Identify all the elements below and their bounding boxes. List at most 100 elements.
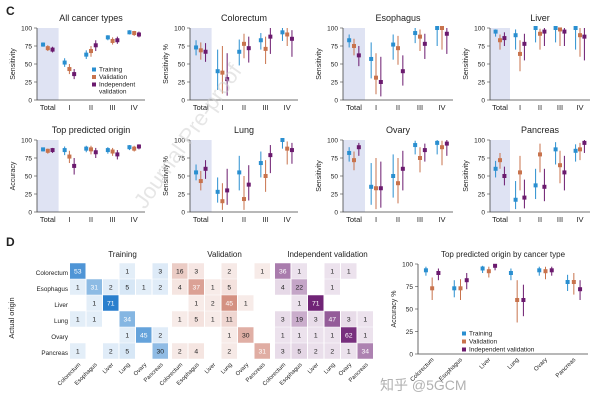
heatmap-cell-value: 45 — [225, 301, 233, 308]
heatmap-col-label-lung: Lung — [323, 362, 336, 375]
chart-title: Lung — [234, 125, 254, 135]
point-validation-total — [352, 158, 356, 163]
point-training-liver — [480, 266, 485, 271]
legend-swatch-validation — [92, 75, 96, 79]
point-validation-iv — [285, 32, 290, 37]
heatmap-col-label-lung: Lung — [118, 362, 131, 375]
point-independent-validation-i — [225, 77, 230, 82]
legend-swatch-training — [462, 331, 466, 336]
y-tick-label: 25 — [178, 191, 186, 198]
point-training-total — [347, 38, 352, 43]
heatmap-col-label-liver: Liver — [307, 362, 320, 375]
heatmap-cell — [119, 343, 135, 359]
heatmap-cell-value: 1 — [92, 301, 96, 308]
point-validation-i — [374, 186, 378, 191]
heatmap-cell-value: 1 — [178, 317, 182, 324]
heatmap-cell — [86, 279, 102, 295]
point-independent-validation-iv — [289, 148, 294, 153]
point-training-iv — [280, 138, 285, 142]
shade-total — [490, 28, 510, 100]
y-tick-label: 25 — [331, 79, 339, 86]
heatmap-cell-value: 4 — [194, 349, 198, 356]
heatmap-cell — [152, 327, 168, 343]
heatmap-cell-value: 4 — [281, 285, 285, 292]
heatmap-cell-value: 4 — [178, 285, 182, 292]
heatmap-cell — [238, 327, 254, 343]
heatmap-cell-value: 1 — [76, 285, 80, 292]
heatmap-cell — [188, 311, 204, 327]
y-tick-label: 25 — [331, 191, 339, 198]
point-validation-pancreas — [571, 280, 576, 284]
y-axis-label: Sensitivity — [463, 48, 470, 80]
heatmap-cell — [119, 279, 135, 295]
heatmap-cell — [324, 327, 340, 343]
x-tick-label: III — [417, 215, 423, 224]
heatmap-cell-value: 1 — [330, 333, 334, 340]
y-tick-label: 100 — [474, 25, 485, 32]
y-tick-label: 100 — [21, 25, 32, 32]
point-independent-validation-ii — [246, 182, 251, 187]
heatmap-cell — [152, 263, 168, 279]
heatmap-cell — [308, 311, 324, 327]
point-training-iv — [435, 140, 440, 145]
heatmap-cell-value: 22 — [295, 285, 303, 292]
y-tick-label: 75 — [478, 155, 486, 162]
heatmap-cell-value: 30 — [242, 333, 250, 340]
heatmap-panel: Actual originColorectumEsophagusLiverLun… — [7, 250, 373, 387]
heatmap-cell — [291, 343, 307, 359]
heatmap-cell-value: 1 — [314, 333, 318, 340]
legend-swatch-independent-validation — [462, 347, 466, 352]
heatmap-cell — [221, 263, 237, 279]
heatmap-cell-value: 31 — [90, 285, 98, 292]
point-validation-i — [220, 70, 225, 75]
point-validation-i — [67, 67, 72, 72]
point-training-lung — [508, 271, 513, 275]
x-tick-label: I — [221, 215, 223, 224]
heatmap-cell — [275, 327, 291, 343]
x-tick-label: II — [89, 103, 93, 112]
heatmap-cell-value: 31 — [258, 349, 266, 356]
x-tick-label: I — [519, 215, 521, 224]
y-tick-label: 0 — [181, 209, 185, 216]
heatmap-col-label-liver: Liver — [204, 362, 217, 375]
heatmap-cell-value: 34 — [123, 317, 131, 324]
heatmap-cell-value: 16 — [176, 269, 184, 276]
point-independent-validation-colorectum — [436, 271, 441, 275]
heatmap-cell — [324, 263, 340, 279]
x-tick-label: III — [262, 103, 268, 112]
point-training-i — [513, 197, 518, 202]
heatmap-cell — [254, 343, 270, 359]
watermark-zhihu: 知乎 @5GCM — [380, 377, 467, 393]
point-independent-validation-i — [522, 41, 527, 46]
heatmap-cell — [188, 343, 204, 359]
point-independent-validation-ii — [93, 43, 98, 48]
x-tick-label: Total — [193, 215, 209, 224]
heatmap-cell — [205, 311, 221, 327]
point-validation-lung — [515, 298, 520, 302]
heatmap-cell — [188, 295, 204, 311]
heatmap-cell-value: 2 — [227, 269, 231, 276]
y-axis-label: Sensitivity — [316, 48, 323, 80]
point-training-ii — [391, 174, 396, 178]
x-tick-label: II — [396, 215, 400, 224]
y-tick-label: 75 — [478, 43, 486, 50]
x-tick-label: II — [89, 215, 93, 224]
point-independent-validation-total — [50, 47, 55, 52]
point-training-ii — [391, 42, 396, 47]
heatmap-cell — [221, 311, 237, 327]
y-tick-label: 100 — [402, 261, 413, 268]
heatmap-row-label-ovary: Ovary — [51, 334, 69, 341]
chart-title: Esophagus — [375, 13, 421, 23]
point-independent-validation-i — [72, 163, 77, 168]
x-tick-label: IV — [131, 103, 138, 112]
chart-title: Pancreas — [521, 125, 560, 135]
point-validation-iii — [110, 38, 115, 43]
point-validation-total — [198, 48, 203, 53]
point-validation-i — [518, 170, 522, 175]
point-training-total — [347, 150, 352, 155]
heatmap-cell — [103, 343, 119, 359]
y-tick-label: 0 — [409, 351, 413, 358]
